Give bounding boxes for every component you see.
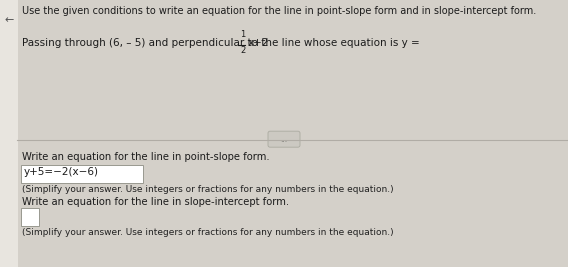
Bar	[0, 0, 18, 267]
FancyBboxPatch shape	[268, 131, 300, 147]
Text: 2: 2	[240, 46, 245, 55]
Text: y+5=−2(x−6): y+5=−2(x−6)	[24, 167, 99, 177]
Text: 1: 1	[240, 30, 245, 39]
Text: Use the given conditions to write an equation for the line in point-slope form a: Use the given conditions to write an equ…	[22, 6, 536, 16]
Text: Write an equation for the line in slope-intercept form.: Write an equation for the line in slope-…	[22, 197, 289, 207]
Text: Passing through (6, – 5) and perpendicular to the line whose equation is y =: Passing through (6, – 5) and perpendicul…	[22, 38, 423, 48]
Text: (Simplify your answer. Use integers or fractions for any numbers in the equation: (Simplify your answer. Use integers or f…	[22, 228, 394, 237]
Text: Write an equation for the line in point-slope form.: Write an equation for the line in point-…	[22, 152, 270, 162]
Text: (Simplify your answer. Use integers or fractions for any numbers in the equation: (Simplify your answer. Use integers or f…	[22, 185, 394, 194]
Text: ←: ←	[5, 15, 14, 25]
Text: ...: ...	[281, 135, 287, 144]
FancyBboxPatch shape	[21, 208, 39, 226]
Text: x+2: x+2	[247, 38, 269, 48]
FancyBboxPatch shape	[21, 165, 143, 183]
